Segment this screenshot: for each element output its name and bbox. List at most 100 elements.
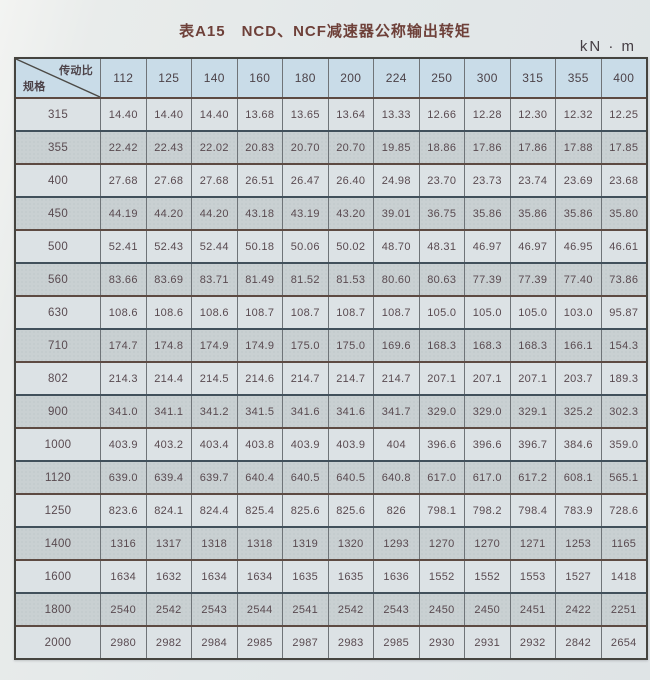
value-cell: 73.86 — [600, 264, 647, 295]
value-cell: 214.5 — [191, 363, 237, 394]
value-cell: 403.8 — [236, 429, 283, 460]
value-cell: 46.61 — [600, 231, 647, 262]
table-row: 1600 1634 1632 1634 1634 1635 1635 1636 1552 1552… — [16, 559, 646, 592]
value-cell: 2542 — [145, 594, 192, 625]
value-cell: 81.52 — [282, 264, 328, 295]
value-cell: 798.2 — [464, 495, 510, 526]
value-cell: 2543 — [373, 594, 419, 625]
value-cell: 169.6 — [373, 330, 419, 361]
value-cell: 2930 — [418, 627, 465, 658]
value-cell: 52.41 — [100, 231, 146, 262]
value-cell: 35.86 — [464, 198, 510, 229]
value-cell: 1270 — [418, 528, 465, 559]
value-cell: 783.9 — [555, 495, 601, 526]
value-cell: 1165 — [600, 528, 647, 559]
value-cell: 639.0 — [100, 462, 146, 493]
table-row: 355 22.42 22.43 22.02 20.83 20.70 20.70 19.85 18… — [16, 130, 646, 163]
value-cell: 329.0 — [464, 396, 510, 427]
value-cell: 207.1 — [464, 363, 510, 394]
value-cell: 617.2 — [509, 462, 556, 493]
value-cell: 2540 — [100, 594, 146, 625]
value-cell: 1271 — [509, 528, 556, 559]
value-cell: 50.18 — [236, 231, 283, 262]
value-cell: 77.40 — [555, 264, 601, 295]
value-cell: 14.40 — [145, 99, 192, 130]
value-cell: 50.06 — [282, 231, 328, 262]
column-header: 180 — [282, 59, 328, 97]
spec-cell: 802 — [47, 372, 69, 385]
value-cell: 105.0 — [509, 297, 556, 328]
value-cell: 2451 — [509, 594, 556, 625]
value-cell: 403.9 — [327, 429, 374, 460]
value-cell: 214.7 — [282, 363, 328, 394]
value-cell: 168.3 — [464, 330, 510, 361]
value-cell: 341.7 — [373, 396, 419, 427]
value-cell: 2983 — [327, 627, 374, 658]
value-cell: 617.0 — [418, 462, 465, 493]
value-cell: 639.7 — [191, 462, 237, 493]
value-cell: 617.0 — [464, 462, 510, 493]
value-cell: 2422 — [555, 594, 601, 625]
value-cell: 798.4 — [509, 495, 556, 526]
value-cell: 12.32 — [555, 99, 601, 130]
value-cell: 214.7 — [373, 363, 419, 394]
spec-cell: 560 — [47, 273, 69, 286]
value-cell: 329.1 — [509, 396, 556, 427]
value-cell: 384.6 — [555, 429, 601, 460]
value-cell: 214.3 — [100, 363, 146, 394]
value-cell: 1632 — [145, 561, 192, 592]
value-cell: 52.43 — [145, 231, 192, 262]
value-cell: 2654 — [600, 627, 647, 658]
value-cell: 341.0 — [100, 396, 146, 427]
value-cell: 1318 — [191, 528, 237, 559]
value-cell: 396.7 — [509, 429, 556, 460]
column-header: 355 — [555, 59, 601, 97]
value-cell: 2543 — [191, 594, 237, 625]
column-header: 140 — [191, 59, 237, 97]
value-cell: 77.39 — [509, 264, 556, 295]
diagonal-line-icon — [16, 59, 100, 97]
value-cell: 1552 — [418, 561, 465, 592]
spec-cell: 1120 — [45, 471, 71, 484]
value-cell: 35.86 — [509, 198, 556, 229]
value-cell: 396.6 — [464, 429, 510, 460]
column-header: 160 — [236, 59, 283, 97]
value-cell: 108.7 — [282, 297, 328, 328]
corner-cell: 传动比 规格 — [16, 59, 100, 97]
table-body: 315 14.40 14.40 14.40 13.68 13.65 13.64 13.33 12… — [16, 97, 646, 658]
value-cell: 1270 — [464, 528, 510, 559]
value-cell: 108.7 — [327, 297, 374, 328]
value-cell: 403.4 — [191, 429, 237, 460]
value-cell: 95.87 — [600, 297, 647, 328]
value-cell: 12.25 — [600, 99, 647, 130]
value-cell: 640.5 — [282, 462, 328, 493]
value-cell: 2980 — [100, 627, 146, 658]
value-cell: 203.7 — [555, 363, 601, 394]
value-cell: 1634 — [236, 561, 283, 592]
value-cell: 19.85 — [373, 132, 419, 163]
value-cell: 17.86 — [464, 132, 510, 163]
spec-cell: 355 — [47, 141, 69, 154]
value-cell: 83.66 — [100, 264, 146, 295]
spec-cell: 1250 — [44, 504, 72, 517]
unit-label: kN · m — [579, 38, 636, 55]
value-cell: 35.86 — [555, 198, 601, 229]
value-cell: 166.1 — [555, 330, 601, 361]
value-cell: 35.80 — [600, 198, 647, 229]
value-cell: 1553 — [509, 561, 556, 592]
value-cell: 44.20 — [145, 198, 192, 229]
value-cell: 23.69 — [555, 165, 601, 196]
header-row: 传动比 规格 112 125 140 160 180 200 224 250 300 315 355… — [16, 59, 646, 97]
value-cell: 105.0 — [464, 297, 510, 328]
column-header: 300 — [464, 59, 510, 97]
table-row: 500 52.41 52.43 52.44 50.18 50.06 50.02 48.70 48… — [16, 229, 646, 262]
value-cell: 640.5 — [327, 462, 374, 493]
value-cell: 1316 — [100, 528, 146, 559]
value-cell: 640.8 — [373, 462, 419, 493]
value-cell: 105.0 — [418, 297, 465, 328]
value-cell: 108.6 — [145, 297, 192, 328]
table-row: 900 341.0 341.1 341.2 341.5 341.6 341.6 341.7 32… — [16, 394, 646, 427]
value-cell: 403.9 — [100, 429, 146, 460]
value-cell: 80.60 — [373, 264, 419, 295]
table-row: 400 27.68 27.68 27.68 26.51 26.47 26.40 24.98 23… — [16, 163, 646, 196]
